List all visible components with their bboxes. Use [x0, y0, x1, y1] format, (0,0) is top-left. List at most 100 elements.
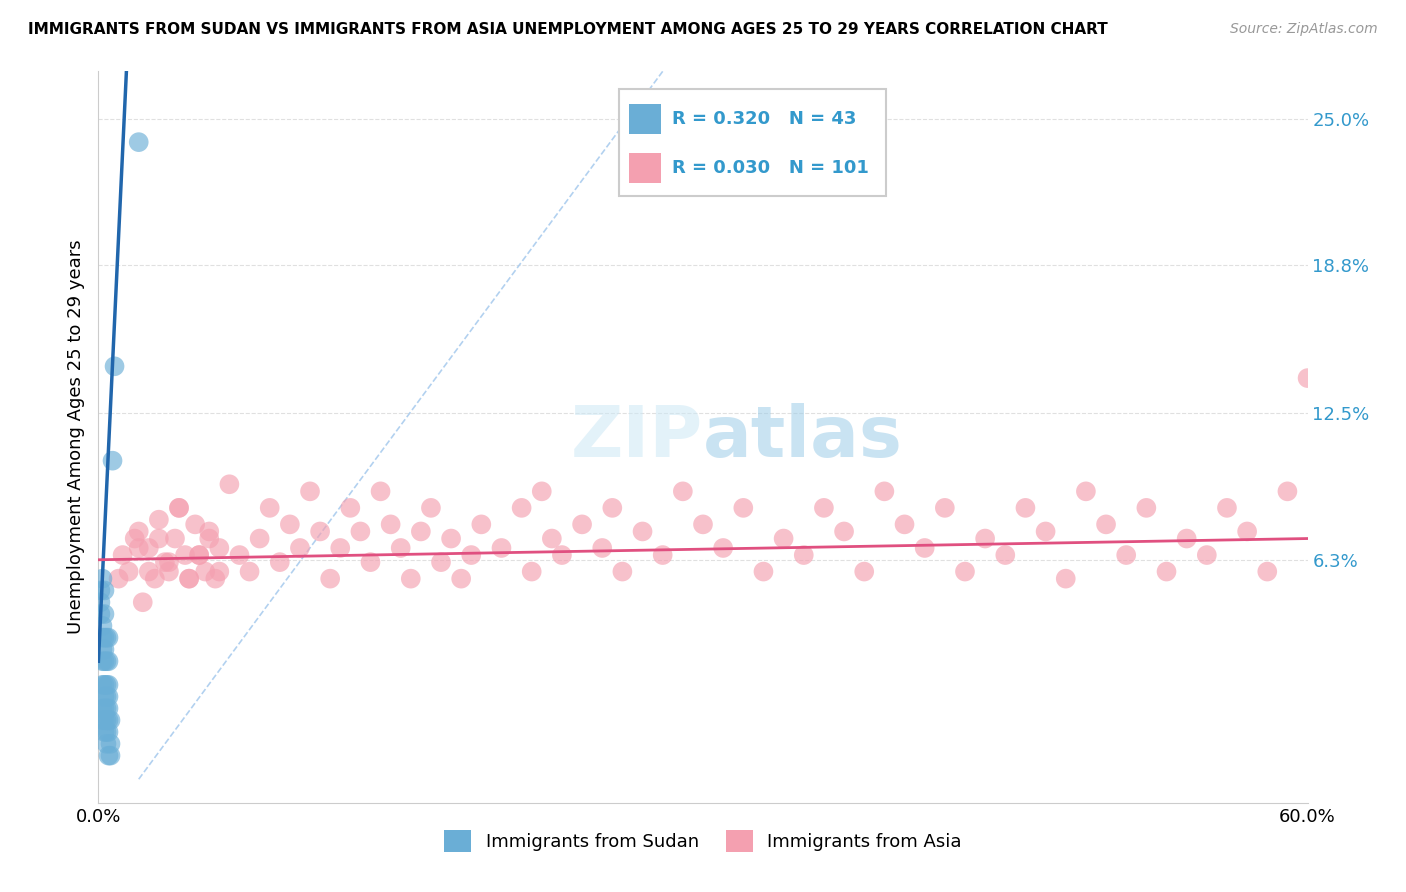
Point — [612, 565, 634, 579]
Point — [93, 725, 115, 739]
Point — [138, 541, 160, 555]
Point — [571, 517, 593, 532]
Point — [194, 565, 217, 579]
Point — [128, 135, 150, 149]
Text: R = 0.030   N = 101: R = 0.030 N = 101 — [672, 160, 869, 178]
Point — [288, 541, 311, 555]
Point — [91, 654, 114, 668]
Point — [218, 477, 240, 491]
Point — [97, 654, 120, 668]
Point — [602, 500, 624, 515]
Point — [370, 484, 392, 499]
Point — [360, 555, 382, 569]
Point — [198, 532, 221, 546]
Point — [540, 532, 562, 546]
Point — [389, 541, 412, 555]
Point — [520, 565, 543, 579]
Point — [157, 555, 180, 569]
Point — [420, 500, 443, 515]
Point — [91, 713, 114, 727]
Point — [128, 524, 150, 539]
Point — [93, 642, 115, 657]
Point — [93, 583, 115, 598]
Point — [752, 565, 775, 579]
Point — [93, 701, 115, 715]
Point — [97, 713, 120, 727]
Point — [93, 713, 115, 727]
Point — [89, 595, 111, 609]
Point — [1277, 484, 1299, 499]
Point — [349, 524, 371, 539]
Point — [97, 748, 120, 763]
Point — [93, 631, 115, 645]
Point — [184, 517, 207, 532]
Text: atlas: atlas — [703, 402, 903, 472]
Text: IMMIGRANTS FROM SUDAN VS IMMIGRANTS FROM ASIA UNEMPLOYMENT AMONG AGES 25 TO 29 Y: IMMIGRANTS FROM SUDAN VS IMMIGRANTS FROM… — [28, 22, 1108, 37]
Point — [1074, 484, 1097, 499]
Legend: Immigrants from Sudan, Immigrants from Asia: Immigrants from Sudan, Immigrants from A… — [437, 823, 969, 860]
Point — [124, 532, 146, 546]
Point — [733, 500, 755, 515]
Point — [409, 524, 432, 539]
Point — [299, 484, 322, 499]
Point — [793, 548, 815, 562]
Point — [96, 631, 118, 645]
Point — [96, 678, 118, 692]
Point — [893, 517, 915, 532]
Point — [91, 619, 114, 633]
Point — [188, 548, 211, 562]
FancyBboxPatch shape — [619, 89, 886, 196]
Point — [208, 565, 231, 579]
Point — [1095, 517, 1118, 532]
Point — [672, 484, 695, 499]
Point — [100, 748, 122, 763]
Point — [711, 541, 734, 555]
Point — [1195, 548, 1218, 562]
Point — [97, 631, 120, 645]
Point — [259, 500, 281, 515]
Point — [934, 500, 956, 515]
Point — [1236, 524, 1258, 539]
Point — [1135, 500, 1157, 515]
Point — [138, 565, 160, 579]
Point — [239, 565, 262, 579]
Point — [148, 513, 170, 527]
Point — [132, 595, 155, 609]
Point — [89, 583, 111, 598]
Text: Source: ZipAtlas.com: Source: ZipAtlas.com — [1230, 22, 1378, 37]
Point — [530, 484, 553, 499]
Point — [510, 500, 533, 515]
Point — [491, 541, 513, 555]
Point — [91, 678, 114, 692]
Point — [873, 484, 896, 499]
Point — [101, 453, 124, 467]
Point — [974, 532, 997, 546]
Point — [430, 555, 453, 569]
Point — [249, 532, 271, 546]
Point — [772, 532, 794, 546]
Point — [179, 572, 201, 586]
Point — [97, 725, 120, 739]
Point — [118, 565, 141, 579]
Point — [93, 678, 115, 692]
Point — [1014, 500, 1036, 515]
Point — [278, 517, 301, 532]
Point — [651, 548, 673, 562]
Text: ZIP: ZIP — [571, 402, 703, 472]
Point — [329, 541, 352, 555]
Point — [853, 565, 876, 579]
Point — [100, 713, 122, 727]
Point — [198, 524, 221, 539]
Point — [450, 572, 472, 586]
Point — [97, 678, 120, 692]
Point — [107, 572, 129, 586]
Point — [1296, 371, 1319, 385]
Point — [953, 565, 976, 579]
Point — [103, 359, 125, 374]
Point — [89, 607, 111, 621]
Point — [631, 524, 654, 539]
Point — [1115, 548, 1137, 562]
Point — [208, 541, 231, 555]
Point — [692, 517, 714, 532]
Bar — [630, 104, 661, 134]
